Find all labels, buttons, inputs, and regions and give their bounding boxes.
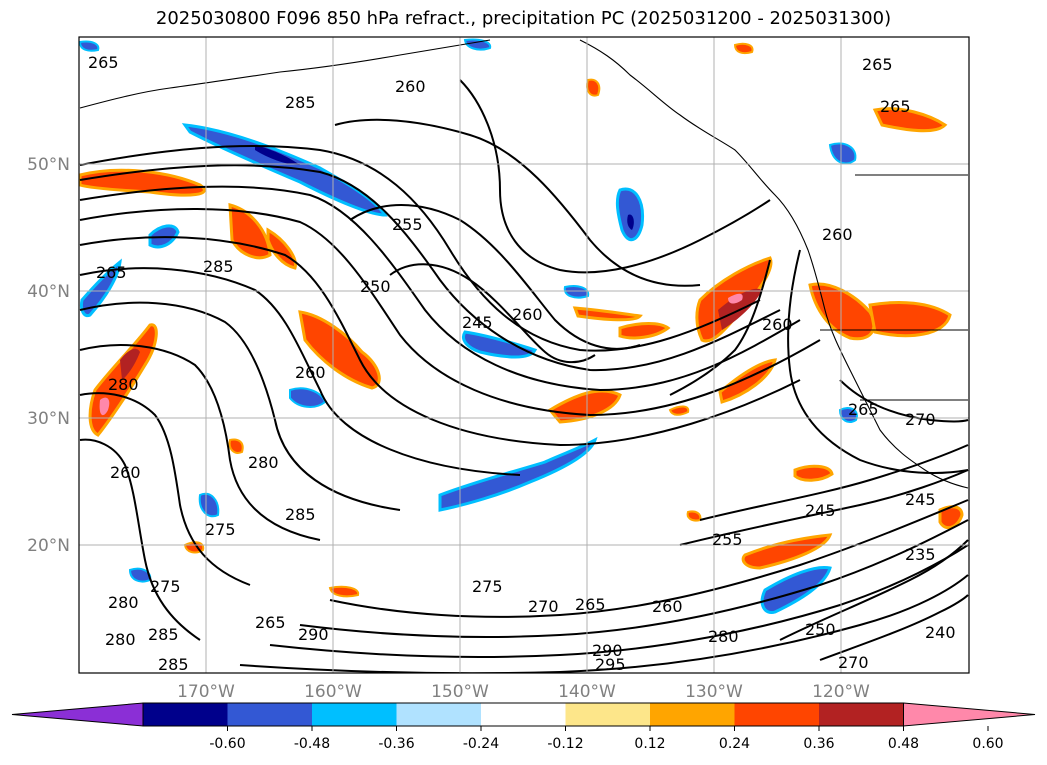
colorbar: -0.60 -0.48 -0.36 -0.24 -0.12 0.12 0.24 0.36 0.4… [11,702,1036,752]
contour-label: 295 [595,655,626,674]
contour-label: 260 [762,315,793,334]
contour-label: 260 [822,225,853,244]
contour-label: 285 [158,655,189,674]
lat-label: 30°N [27,409,70,429]
colorbar-tick-label: 0.12 [634,736,665,752]
precip-shading [79,38,964,615]
colorbar-segment [481,703,566,726]
contour-label: 245 [805,501,836,520]
contour-label: 280 [108,375,139,394]
contour-label: 250 [805,620,836,639]
contour-label: 235 [905,545,936,564]
contour-label: 265 [255,613,286,632]
lat-label: 50°N [27,155,70,175]
colorbar-tick-label: -0.24 [463,736,499,752]
colorbar-tick-label: -0.48 [294,736,330,752]
contour-label: 255 [392,215,423,234]
colorbar-segment [227,703,313,726]
contour-label: 275 [472,577,503,596]
contour-label: 285 [285,505,316,524]
lon-label: 140°W [558,682,616,702]
colorbar-segment [565,703,651,726]
longitude-labels: 170°W 160°W 150°W 140°W 130°W 120°W [177,682,870,702]
colorbar-tick-label: -0.60 [209,736,245,752]
contour-label: 265 [880,97,911,116]
contour-labels: 265 260 265 265 285 255 250 245 260 260 … [88,53,956,674]
contour-label: 265 [88,53,119,72]
contour-label: 255 [712,530,743,549]
contour-label: 260 [512,305,543,324]
colorbar-segment [312,703,397,726]
contour-label: 275 [205,520,236,539]
map-frame [78,36,970,674]
colorbar-segment [819,703,904,726]
contour-label: 290 [298,625,329,644]
contour-label: 260 [395,77,426,96]
contour-label: 290 [592,641,623,660]
coastline [79,39,969,489]
lon-label: 160°W [304,682,362,702]
colorbar-segment [396,703,482,726]
latitude-labels: 50°N 40°N 30°N 20°N [27,155,70,556]
colorbar-segment [650,703,735,726]
contour-label: 245 [462,313,493,332]
colorbar-segment [734,703,820,726]
contour-label: 275 [150,577,181,596]
contour-label: 265 [862,55,893,74]
colorbar-segment [143,703,228,726]
contour-label: 285 [203,257,234,276]
lon-label: 120°W [812,682,870,702]
contour-label: 260 [295,363,326,382]
graticule [79,37,969,673]
lon-label: 130°W [685,682,743,702]
contour-label: 270 [905,410,936,429]
lon-label: 150°W [431,682,489,702]
contour-label: 265 [848,400,879,419]
contour-label: 240 [925,623,956,642]
colorbar-tick-label: 0.48 [888,736,919,752]
colorbar-outline [142,702,904,727]
contour-label: 250 [360,277,391,296]
contour-label: 280 [105,630,136,649]
contour-label: 260 [110,463,141,482]
contour-label: 285 [285,93,316,112]
refractivity-contours [79,79,969,673]
colorbar-tick-label: 0.60 [972,736,1003,752]
contour-label: 270 [838,653,869,672]
contour-label: 280 [708,627,739,646]
contour-label: 245 [905,490,936,509]
contour-label: 265 [575,595,606,614]
contour-label: 265 [96,263,127,282]
colorbar-tick-label: 0.36 [803,736,834,752]
contour-label: 270 [528,597,559,616]
colorbar-extend-high [903,702,1036,727]
colorbar-extend-low [11,702,144,727]
lat-label: 40°N [27,282,70,302]
map-title: 2025030800 F096 850 hPa refract., precip… [155,8,892,29]
lat-label: 20°N [27,536,70,556]
lon-label: 170°W [177,682,235,702]
colorbar-tick-label: -0.36 [378,736,414,752]
contour-label: 280 [248,453,279,472]
colorbar-tick-label: 0.24 [719,736,750,752]
contour-label: 285 [148,625,179,644]
colorbar-tick-label: -0.12 [547,736,583,752]
contour-label: 260 [652,597,683,616]
contour-label: 280 [108,593,139,612]
